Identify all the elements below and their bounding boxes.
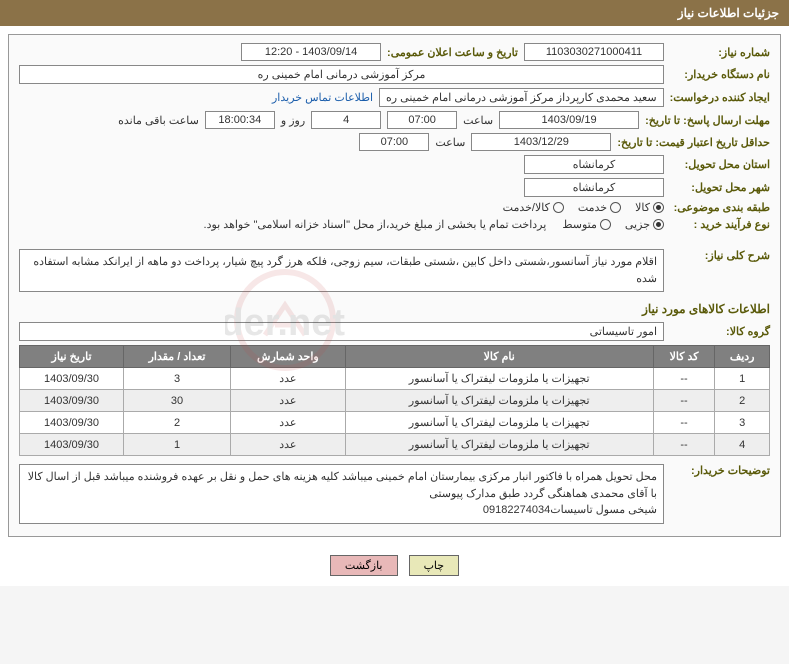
table-header: تعداد / مقدار [124,346,231,368]
print-button[interactable]: چاپ [409,555,460,576]
table-row: 1--تجهیزات یا ملزومات لیفتراک یا آسانسور… [20,368,770,390]
deadline-label: مهلت ارسال پاسخ: تا تاریخ: [645,114,770,127]
validity-date-field: 1403/12/29 [471,133,611,151]
need-no-label: شماره نیاز: [670,46,770,59]
pub-date-label: تاریخ و ساعت اعلان عمومی: [387,46,518,59]
time-label-2: ساعت [435,136,465,149]
requester-label: ایجاد کننده درخواست: [670,91,770,104]
process-radio-group: جزیی متوسط [562,218,664,231]
buyer-contact-link[interactable]: اطلاعات تماس خریدار [272,91,373,104]
province-field: کرمانشاه [524,155,664,174]
city-field: کرمانشاه [524,178,664,197]
page-container: جزئیات اطلاعات نیاز شماره نیاز: 11030302… [0,0,789,586]
page-title: جزئیات اطلاعات نیاز [0,0,789,26]
deadline-date-field: 1403/09/19 [499,111,639,129]
validity-label: حداقل تاریخ اعتبار قیمت: تا تاریخ: [617,136,770,149]
goods-info-title: اطلاعات کالاهای مورد نیاز [19,302,770,316]
deadline-time-field: 07:00 [387,111,457,129]
table-row: 2--تجهیزات یا ملزومات لیفتراک یا آسانسور… [20,390,770,412]
requester-field: سعید محمدی کارپرداز مرکز آموزشی درمانی ا… [379,88,664,107]
city-label: شهر محل تحویل: [670,181,770,194]
need-no-field: 1103030271000411 [524,43,664,61]
process-label: نوع فرآیند خرید : [670,218,770,231]
goods-group-label: گروه کالا: [670,325,770,338]
days-remain-label: روز و [281,114,305,127]
table-header: ردیف [715,346,770,368]
table-header: کد کالا [653,346,715,368]
radio-goods[interactable] [653,202,664,213]
process-note: پرداخت تمام یا بخشی از مبلغ خرید،از محل … [204,218,547,231]
form-content: شماره نیاز: 1103030271000411 تاریخ و ساع… [8,34,781,537]
table-row: 4--تجهیزات یا ملزومات لیفتراک یا آسانسور… [20,434,770,456]
goods-group-field: امور تاسیساتی [19,322,664,341]
days-remain-field: 4 [311,111,381,129]
hours-remain-field: 18:00:34 [205,111,275,129]
buyer-notes-label: توضیحات خریدار: [670,464,770,477]
hours-remain-label: ساعت باقی مانده [118,114,199,127]
back-button[interactable]: بازگشت [330,555,398,576]
radio-service[interactable] [610,202,621,213]
buyer-notes-box: محل تحویل همراه با فاکتور انبار مرکزی بی… [19,464,664,524]
validity-time-field: 07:00 [359,133,429,151]
pub-date-field: 1403/09/14 - 12:20 [241,43,381,61]
need-desc-box: اقلام مورد نیاز آسانسور،شستی داخل کابین … [19,249,664,292]
radio-minor[interactable] [653,219,664,230]
table-header: نام کالا [345,346,653,368]
buyer-org-field: مرکز آموزشی درمانی امام خمینی ره [19,65,664,84]
category-radio-group: کالا خدمت کالا/خدمت [503,201,664,214]
goods-table: ردیفکد کالانام کالاواحد شمارشتعداد / مقد… [19,345,770,456]
radio-medium[interactable] [600,219,611,230]
need-desc-label: شرح کلی نیاز: [670,249,770,262]
radio-both[interactable] [553,202,564,213]
footer-buttons: چاپ بازگشت [0,545,789,586]
time-label-1: ساعت [463,114,493,127]
province-label: استان محل تحویل: [670,158,770,171]
category-label: طبقه بندی موضوعی: [670,201,770,214]
table-row: 3--تجهیزات یا ملزومات لیفتراک یا آسانسور… [20,412,770,434]
table-header: تاریخ نیاز [20,346,124,368]
table-header: واحد شمارش [231,346,346,368]
buyer-org-label: نام دستگاه خریدار: [670,68,770,81]
